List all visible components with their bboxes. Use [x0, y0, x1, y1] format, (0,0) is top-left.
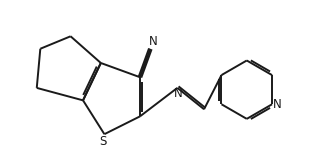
- Text: N: N: [273, 98, 282, 111]
- Text: S: S: [99, 135, 106, 148]
- Text: N: N: [174, 87, 183, 100]
- Text: N: N: [149, 35, 157, 48]
